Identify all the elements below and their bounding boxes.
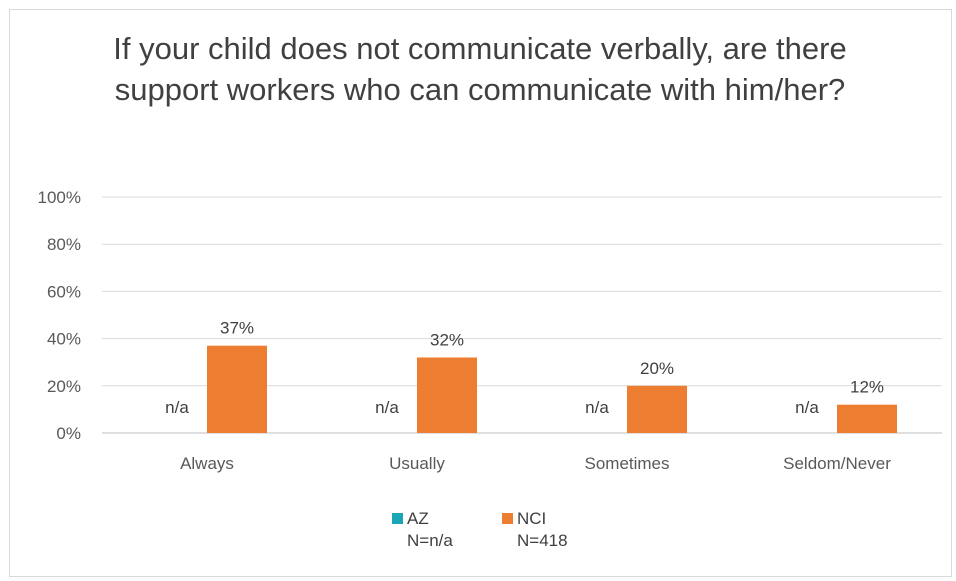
data-label: n/a	[375, 398, 399, 417]
data-label: 20%	[640, 359, 674, 378]
bar-nci	[837, 404, 897, 433]
legend-swatch	[392, 513, 403, 524]
y-tick-label: 0%	[56, 424, 81, 443]
data-label: 37%	[220, 319, 254, 338]
y-tick-label: 40%	[47, 330, 81, 349]
legend-series-name: AZ	[407, 509, 429, 528]
data-label: 12%	[850, 378, 884, 397]
y-tick-label: 80%	[47, 235, 81, 254]
x-tick-label: Seldom/Never	[783, 454, 891, 473]
bar-nci	[627, 385, 687, 433]
data-label: n/a	[585, 398, 609, 417]
data-label: 32%	[430, 330, 464, 349]
legend-swatch	[502, 513, 513, 524]
bar-nci	[417, 357, 477, 433]
legend-item-nci: NCI N=418	[502, 508, 568, 552]
legend-sample-size: N=418	[517, 531, 568, 550]
legend-item-az: AZ N=n/a	[392, 508, 453, 552]
y-tick-label: 60%	[47, 282, 81, 301]
data-label: n/a	[165, 398, 189, 417]
chart-title: If your child does not communicate verba…	[113, 31, 847, 107]
x-tick-label: Always	[180, 454, 234, 473]
legend-series-name: NCI	[517, 509, 547, 528]
y-tick-label: 100%	[38, 188, 81, 207]
x-tick-label: Usually	[389, 454, 445, 473]
bar-nci	[207, 345, 267, 433]
data-label: n/a	[795, 398, 819, 417]
x-tick-label: Sometimes	[584, 454, 669, 473]
y-tick-label: 20%	[47, 377, 81, 396]
legend-sample-size: N=n/a	[407, 531, 453, 550]
chart-frame	[9, 9, 952, 577]
